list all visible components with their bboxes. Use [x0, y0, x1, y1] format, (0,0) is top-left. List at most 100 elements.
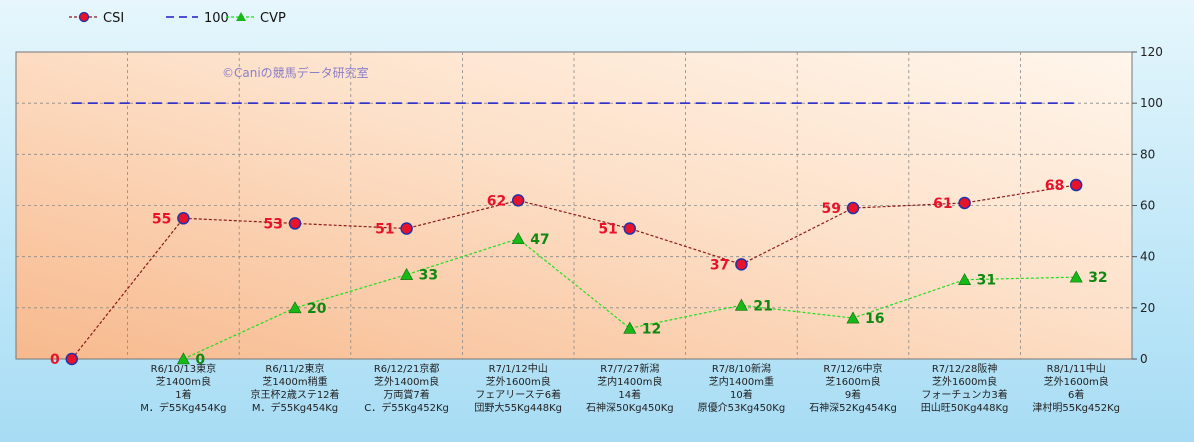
legend-marker-cvp — [236, 12, 246, 21]
x-category-label-line: 14着 — [618, 388, 641, 401]
x-category-label-line: 芝1600m良 — [825, 375, 880, 388]
legend-label-cvp: CVP — [260, 11, 286, 26]
x-category-label: R7/1/12中山芝外1600m良フェアリーステ6着団野大55Kg448Kg — [474, 362, 562, 414]
x-category-label-line: C．デ55Kg452Kg — [364, 401, 449, 414]
csi-data-label: 59 — [822, 201, 841, 217]
x-category-label-line: 芝外1600m良 — [932, 375, 997, 388]
series-line-csi — [71, 184, 1077, 360]
cvp-data-label: 32 — [1088, 270, 1107, 286]
cvp-point — [288, 301, 302, 314]
x-category-label-line: 津村明55Kg452Kg — [1032, 401, 1120, 414]
cvp-point — [1069, 270, 1083, 283]
cvp-data-label: 20 — [307, 301, 327, 317]
y-tick-label: 60 — [1140, 199, 1155, 213]
csi-point — [511, 194, 525, 207]
csi-data-label: 62 — [487, 193, 506, 209]
x-category-label-line: R7/12/6中京 — [823, 362, 882, 375]
x-category-label: R7/12/6中京芝1600m良 9着石神深52Kg454Kg — [809, 362, 897, 414]
x-category-label: R6/11/2東京芝1400m稍重京王杯2歳ステ12着 M．デ55Kg454Kg — [250, 362, 339, 414]
x-category-label-line: R6/12/21京都 — [374, 362, 440, 375]
y-tick-label: 100 — [1140, 96, 1163, 110]
x-category-label-line: 石神深50Kg450Kg — [586, 401, 674, 414]
x-category-label-line: 芝内1400m重 — [709, 375, 774, 388]
x-category-label-line: 芝1400m稍重 — [262, 375, 327, 388]
x-category-label: R7/8/10新潟芝内1400m重 10着原優介53Kg450Kg — [698, 362, 786, 414]
watermark-text: ©Caniの競馬データ研究室 — [222, 65, 369, 80]
csi-data-label: 53 — [264, 216, 283, 232]
x-category-label-line: R6/10/13東京 — [151, 362, 217, 375]
csi-data-label: 68 — [1045, 178, 1064, 194]
series-line-cvp — [183, 238, 1077, 360]
x-category-label: R7/12/28阪神芝外1600m良フォーチュンカ3着田山旺50Kg448Kg — [921, 362, 1009, 414]
y-tick-label: 20 — [1140, 301, 1155, 315]
x-category-label-line: M．デ55Kg454Kg — [252, 401, 338, 414]
csi-data-label: 55 — [152, 211, 171, 227]
csi-point — [177, 212, 190, 225]
csi-data-label: 0 — [50, 352, 60, 368]
cvp-data-label: 0 — [195, 352, 205, 368]
x-category-label-line: 原優介53Kg450Kg — [698, 401, 786, 414]
x-category-label: R7/7/27新潟芝内1400m良 14着石神深50Kg450Kg — [586, 362, 674, 414]
x-category-label-line: フォーチュンカ3着 — [921, 388, 1007, 401]
cvp-point — [846, 311, 860, 324]
csi-point — [1069, 178, 1083, 192]
x-category-label-line: R7/1/12中山 — [489, 362, 548, 375]
cvp-point — [958, 273, 972, 285]
cvp-data-label: 21 — [753, 298, 772, 314]
csi-data-label: 37 — [710, 257, 729, 273]
x-category-label-line: 京王杯2歳ステ12着 — [250, 388, 339, 401]
legend-label-100: 100 — [204, 11, 229, 26]
x-category-label-line: M．デ55Kg454Kg — [140, 401, 226, 414]
csi-point — [65, 352, 79, 366]
x-category-label: R6/10/13東京芝1400m良 1着 M．デ55Kg454Kg — [140, 362, 226, 414]
x-category-label-line: 芝1400m良 — [156, 375, 211, 388]
y-tick-label: 0 — [1140, 352, 1148, 366]
cvp-point — [511, 232, 525, 245]
x-category-label-line: 万両賞7着 — [383, 388, 429, 401]
x-category-label-line: 芝外1400m良 — [374, 375, 439, 388]
y-tick-label: 80 — [1140, 147, 1155, 161]
csi-point — [846, 201, 860, 215]
csi-point — [623, 222, 637, 235]
csi-point — [288, 217, 302, 230]
x-category-label-line: 6着 — [1068, 388, 1084, 401]
x-category-label-line: 芝外1600m良 — [486, 375, 551, 388]
x-category-label-line: 9着 — [845, 388, 861, 401]
x-category-label-line: 石神深52Kg454Kg — [809, 401, 897, 414]
x-category-label: R6/12/21京都芝外1400m良万両賞7着 C．デ55Kg452Kg — [364, 362, 449, 414]
csi-point — [735, 258, 748, 271]
cvp-data-label: 12 — [642, 321, 661, 337]
x-category-label-line: R6/11/2東京 — [265, 362, 324, 375]
cvp-point — [400, 267, 414, 280]
x-category-label-line: 田山旺50Kg448Kg — [921, 402, 1009, 414]
x-category-label: R8/1/11中山芝外1600m良 6着津村明55Kg452Kg — [1032, 362, 1120, 414]
x-category-label-line: 芝内1400m良 — [597, 375, 662, 388]
csi-point — [400, 222, 413, 235]
legend-label-csi: CSI — [103, 11, 124, 26]
x-category-label-line: R7/12/28阪神 — [932, 362, 998, 375]
y-tick-label: 120 — [1140, 45, 1163, 59]
cvp-point — [623, 321, 637, 334]
x-category-label-line: 10着 — [730, 388, 753, 401]
x-category-label-line: R8/1/11中山 — [1047, 362, 1106, 375]
x-category-label-line: 1着 — [175, 388, 191, 401]
x-category-label-line: 団野大55Kg448Kg — [474, 401, 562, 414]
csi-point — [958, 196, 971, 210]
cvp-data-label: 47 — [530, 232, 549, 248]
x-category-label-line: フェアリーステ6着 — [475, 388, 561, 401]
cvp-point — [734, 298, 748, 311]
x-category-label-line: 芝外1600m良 — [1044, 375, 1109, 388]
x-category-label-line: R7/7/27新潟 — [600, 362, 659, 375]
cvp-data-label: 31 — [977, 273, 996, 289]
csi-data-label: 51 — [598, 222, 617, 238]
y-tick-label: 40 — [1140, 250, 1155, 264]
x-category-label-line: R7/8/10新潟 — [712, 362, 771, 375]
legend-marker-csi — [78, 11, 90, 23]
cvp-point — [176, 352, 190, 365]
cvp-data-label: 33 — [419, 268, 438, 284]
cvp-data-label: 16 — [865, 311, 884, 327]
csi-data-label: 61 — [933, 196, 952, 212]
csi-data-label: 51 — [375, 222, 394, 238]
